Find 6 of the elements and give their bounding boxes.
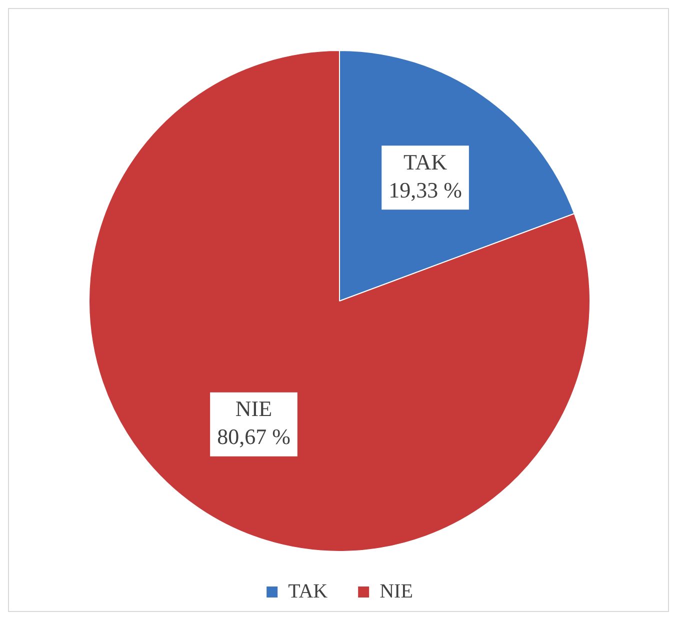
legend-label: NIE [380,580,413,602]
slice-label: TAK [404,149,448,174]
data-label: 19,33 % [388,177,462,202]
slice-label: NIE [235,396,272,422]
data-label: 80,67 % [217,424,290,450]
legend-label: TAK [288,580,328,602]
